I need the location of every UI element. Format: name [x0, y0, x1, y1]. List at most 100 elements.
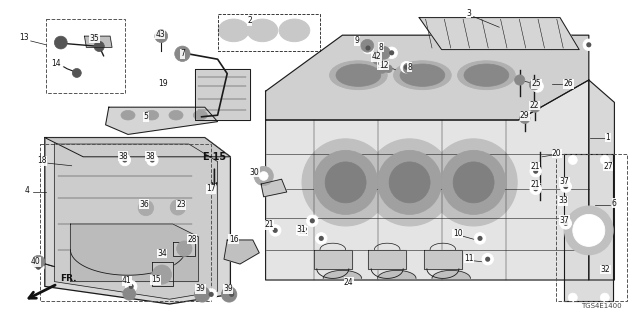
Circle shape	[377, 63, 387, 73]
Circle shape	[530, 102, 540, 112]
Circle shape	[205, 289, 217, 300]
Circle shape	[482, 253, 493, 265]
Ellipse shape	[247, 19, 278, 42]
Circle shape	[378, 46, 390, 59]
Text: 20: 20	[552, 149, 562, 158]
Text: 22: 22	[530, 101, 539, 110]
Circle shape	[175, 46, 190, 61]
Ellipse shape	[169, 110, 183, 120]
Text: 10: 10	[452, 229, 463, 238]
Circle shape	[530, 183, 541, 195]
Text: 27: 27	[603, 162, 613, 171]
Circle shape	[123, 287, 136, 300]
Text: 40: 40	[31, 257, 41, 266]
Ellipse shape	[400, 64, 445, 86]
Text: 25: 25	[531, 79, 541, 88]
Circle shape	[389, 162, 430, 203]
Text: 38: 38	[118, 152, 128, 161]
Polygon shape	[261, 179, 287, 197]
Circle shape	[401, 61, 412, 73]
Circle shape	[122, 157, 127, 163]
Text: 36: 36	[139, 200, 149, 209]
Circle shape	[302, 139, 389, 226]
Ellipse shape	[464, 64, 509, 86]
Circle shape	[530, 165, 541, 177]
Text: 28: 28	[188, 235, 196, 244]
Text: 12: 12	[380, 61, 388, 70]
Circle shape	[195, 287, 210, 302]
Circle shape	[586, 42, 591, 47]
Circle shape	[150, 157, 155, 163]
Text: 37: 37	[559, 177, 570, 186]
Circle shape	[485, 257, 490, 262]
Circle shape	[560, 181, 572, 192]
Circle shape	[325, 162, 366, 203]
Ellipse shape	[218, 19, 249, 42]
Circle shape	[119, 154, 131, 166]
Text: 33: 33	[558, 196, 568, 205]
Polygon shape	[266, 35, 589, 120]
Text: 18: 18	[37, 156, 46, 165]
Text: 15: 15	[150, 276, 161, 284]
Circle shape	[453, 162, 494, 203]
Circle shape	[307, 215, 318, 227]
Text: 31: 31	[296, 225, 306, 234]
Circle shape	[520, 113, 530, 124]
Circle shape	[372, 54, 383, 64]
Polygon shape	[368, 250, 406, 269]
Circle shape	[573, 214, 605, 246]
Text: 13: 13	[19, 33, 29, 42]
Text: 19: 19	[158, 79, 168, 88]
Circle shape	[366, 139, 453, 226]
Text: 26: 26	[563, 79, 573, 88]
Ellipse shape	[193, 110, 207, 120]
Bar	[218, 14, 320, 51]
Circle shape	[170, 200, 186, 215]
Text: 22: 22	[299, 227, 308, 236]
Circle shape	[532, 81, 543, 92]
Circle shape	[54, 36, 67, 49]
Circle shape	[365, 45, 371, 51]
Text: 35: 35	[90, 34, 100, 43]
Circle shape	[155, 30, 168, 43]
Circle shape	[269, 225, 281, 236]
Polygon shape	[195, 69, 250, 120]
Circle shape	[319, 236, 324, 241]
Circle shape	[36, 265, 41, 270]
Circle shape	[72, 68, 81, 77]
Circle shape	[361, 39, 374, 52]
Polygon shape	[266, 80, 589, 280]
Text: 8: 8	[407, 63, 412, 72]
Polygon shape	[70, 224, 198, 282]
Circle shape	[529, 80, 540, 90]
Circle shape	[403, 63, 413, 73]
Circle shape	[389, 50, 394, 55]
Text: 37: 37	[559, 216, 570, 225]
Ellipse shape	[458, 61, 515, 90]
Circle shape	[378, 150, 442, 214]
Text: 24: 24	[344, 278, 354, 287]
Circle shape	[125, 281, 137, 292]
Polygon shape	[419, 18, 579, 50]
Circle shape	[129, 284, 134, 289]
Text: 16: 16	[228, 235, 239, 244]
Text: 39: 39	[223, 284, 233, 293]
Circle shape	[177, 241, 192, 256]
Circle shape	[310, 218, 315, 223]
Text: 6: 6	[612, 199, 617, 208]
Circle shape	[430, 139, 517, 226]
Polygon shape	[173, 242, 195, 256]
Text: 32: 32	[600, 265, 611, 274]
Polygon shape	[432, 270, 470, 278]
Circle shape	[314, 150, 378, 214]
Circle shape	[533, 169, 538, 174]
Polygon shape	[152, 262, 173, 286]
Text: TGS4E1400: TGS4E1400	[582, 303, 622, 309]
Circle shape	[477, 236, 483, 241]
Polygon shape	[84, 36, 112, 47]
Text: 9: 9	[355, 36, 360, 45]
Circle shape	[138, 200, 154, 216]
Polygon shape	[45, 138, 230, 304]
Polygon shape	[424, 250, 462, 269]
Ellipse shape	[394, 61, 451, 90]
